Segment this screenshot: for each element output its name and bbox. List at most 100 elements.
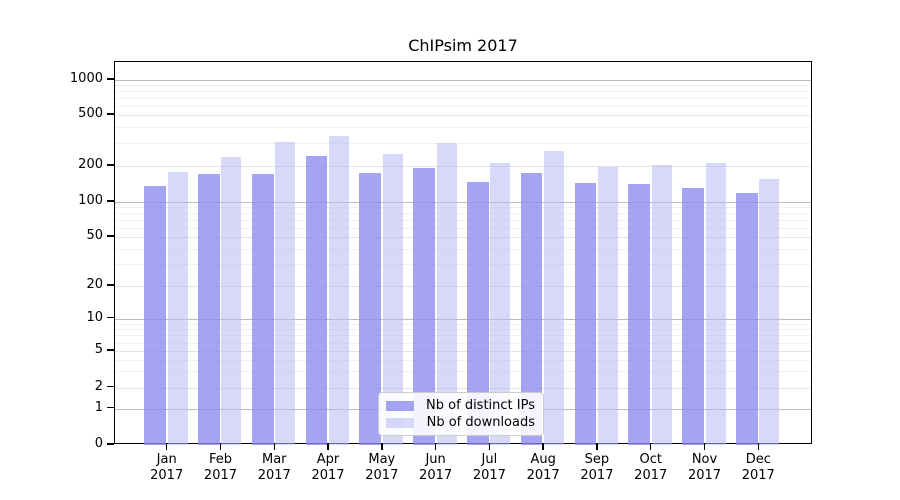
bar-downloads-apr — [329, 135, 350, 445]
gridline-minor-7 — [115, 335, 811, 337]
bar-distinct-ips-nov — [682, 187, 704, 445]
bar-downloads-jan — [167, 172, 188, 445]
gridline-2 — [115, 387, 811, 389]
x-tick-label-may: May 2017 — [350, 452, 414, 483]
chart-title: ChIPsim 2017 — [408, 36, 518, 55]
y-tick-1000 — [107, 78, 114, 80]
x-tick-label-year-nov: 2017 — [687, 467, 722, 483]
gridline-minor-70 — [115, 220, 811, 221]
y-tick-label-1: 1 — [94, 399, 103, 415]
y-tick-label-100: 100 — [78, 193, 103, 208]
legend-item-downloads: Nb of downloads — [386, 415, 535, 430]
gridline-500 — [115, 115, 811, 116]
x-tick-label-year-sep: 2017 — [580, 467, 614, 483]
y-tick-10 — [107, 317, 114, 319]
gridline-200 — [115, 166, 811, 167]
x-tick-label-month-aug: Aug — [530, 452, 556, 467]
x-tick-label-nov: Nov 2017 — [673, 452, 737, 483]
x-tick-label-jul: Jul 2017 — [457, 452, 521, 483]
bar-distinct-ips-jun — [413, 167, 435, 445]
x-tick-label-month-dec: Dec — [745, 452, 771, 467]
y-tick-label-1000: 1000 — [69, 71, 103, 86]
gridline-minor-800 — [115, 91, 811, 93]
legend-label-distinct-ips: Nb of distinct IPs — [426, 398, 535, 413]
y-tick-20 — [107, 284, 114, 286]
x-tick-label-dec: Dec 2017 — [726, 452, 790, 483]
bar-distinct-ips-jul — [466, 181, 489, 445]
y-tick-50 — [107, 235, 114, 237]
x-tick-label-year-jul: 2017 — [472, 467, 506, 483]
y-tick-label-200: 200 — [78, 157, 103, 172]
bar-distinct-ips-oct — [628, 183, 650, 445]
bar-downloads-dec — [759, 178, 780, 445]
x-tick-label-month-jan: Jan — [156, 452, 177, 467]
y-tick-label-0: 0 — [94, 436, 103, 451]
x-tick-apr — [327, 444, 329, 450]
bar-distinct-ips-may — [359, 172, 382, 445]
x-tick-label-month-apr: Apr — [316, 452, 340, 467]
y-tick-label-10: 10 — [86, 309, 103, 325]
x-tick-label-month-sep: Sep — [584, 452, 610, 467]
x-tick-label-jan: Jan 2017 — [135, 452, 199, 483]
y-tick-5 — [107, 349, 114, 351]
gridline-5 — [115, 351, 811, 352]
x-tick-label-year-aug: 2017 — [526, 467, 560, 483]
x-tick-label-year-apr: 2017 — [311, 467, 345, 483]
x-tick-aug — [542, 444, 544, 450]
bar-downloads-mar — [275, 141, 296, 445]
gridline-minor-300 — [115, 143, 811, 145]
bar-distinct-ips-apr — [305, 155, 328, 445]
legend-item-distinct-ips: Nb of distinct IPs — [386, 398, 535, 413]
gridline-minor-3 — [115, 371, 811, 373]
gridline-minor-900 — [115, 85, 811, 87]
legend-label-downloads: Nb of downloads — [426, 415, 535, 430]
gridline-10 — [115, 318, 811, 320]
bar-downloads-sep — [597, 166, 618, 445]
y-tick-1 — [107, 407, 114, 409]
bar-downloads-aug — [544, 150, 565, 445]
bar-distinct-ips-aug — [520, 173, 543, 445]
y-tick-100 — [107, 200, 114, 202]
gridline-minor-80 — [115, 213, 811, 215]
x-tick-label-year-feb: 2017 — [203, 467, 238, 483]
x-tick-label-month-oct: Oct — [639, 452, 662, 467]
x-tick-label-month-may: May — [368, 452, 396, 467]
x-tick-dec — [757, 444, 759, 450]
x-tick-label-feb: Feb 2017 — [188, 452, 252, 483]
gridline-minor-700 — [115, 98, 811, 99]
bar-distinct-ips-feb — [198, 173, 220, 445]
gridline-minor-4 — [115, 359, 811, 361]
bar-downloads-feb — [221, 157, 242, 445]
bar-downloads-may — [382, 154, 403, 445]
x-tick-label-apr: Apr 2017 — [296, 452, 360, 483]
x-tick-label-year-jun: 2017 — [419, 467, 453, 483]
x-tick-jun — [434, 444, 437, 450]
x-tick-label-oct: Oct 2017 — [619, 452, 683, 483]
gridline-minor-90 — [115, 207, 811, 209]
x-tick-jan — [166, 444, 168, 450]
bar-distinct-ips-mar — [251, 174, 274, 445]
y-tick-2 — [107, 386, 114, 388]
y-tick-200 — [107, 164, 114, 166]
bar-distinct-ips-dec — [735, 192, 758, 445]
gridline-minor-60 — [115, 227, 811, 229]
legend: Nb of distinct IPs Nb of downloads — [378, 392, 544, 436]
bar-distinct-ips-jan — [144, 186, 166, 445]
bar-downloads-jun — [436, 142, 457, 445]
gridline-1000 — [115, 80, 811, 81]
y-tick-0 — [107, 443, 114, 445]
bar-downloads-jul — [490, 162, 511, 445]
gridline-minor-9 — [115, 323, 811, 325]
x-tick-label-month-feb: Feb — [208, 452, 232, 467]
gridline-minor-40 — [115, 248, 811, 250]
x-tick-label-year-jan: 2017 — [150, 467, 184, 483]
gridline-minor-6 — [115, 342, 811, 344]
gridline-minor-8 — [115, 329, 811, 331]
y-tick-label-5: 5 — [94, 342, 103, 357]
x-tick-label-month-jul: Jul — [481, 452, 498, 467]
x-tick-label-aug: Aug 2017 — [511, 452, 575, 483]
x-tick-label-mar: Mar 2017 — [242, 452, 306, 483]
gridline-minor-400 — [115, 127, 811, 129]
y-tick-label-20: 20 — [86, 277, 103, 292]
